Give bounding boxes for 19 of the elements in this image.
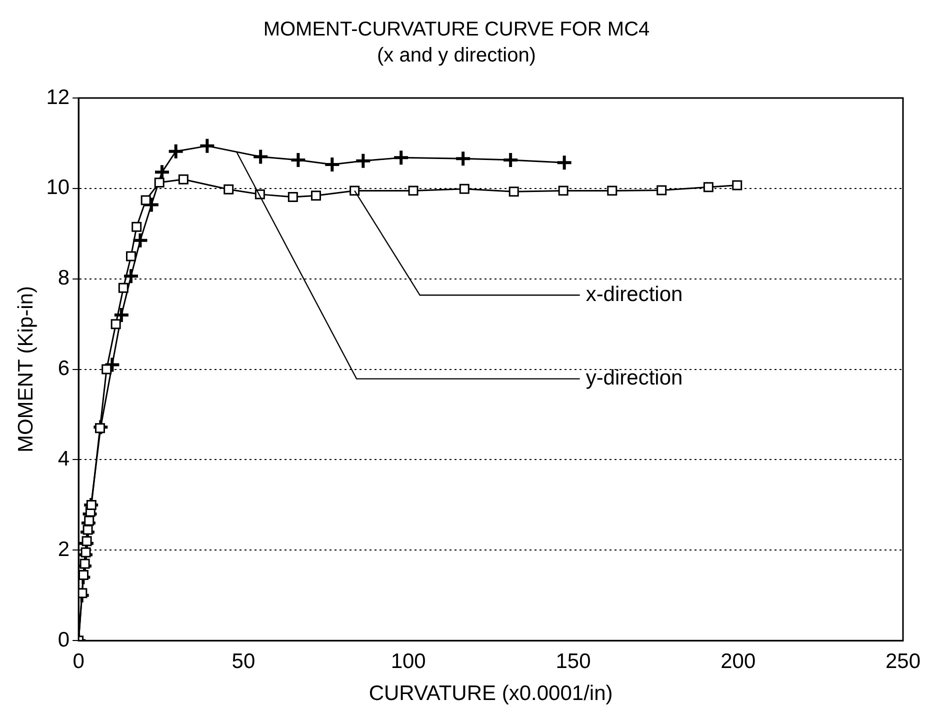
y-tick-label: 12 — [46, 86, 70, 109]
x-axis-title: CURVATURE (x0.0001/in) — [368, 682, 613, 706]
x-tick-label: 50 — [232, 650, 256, 673]
x-tick-label: 200 — [720, 650, 756, 673]
chart-title: MOMENT-CURVATURE CURVE FOR MC4 — [263, 18, 650, 41]
text: x-direction — [586, 282, 683, 306]
y-tick-label: 6 — [58, 357, 70, 380]
chart-subtitle: (x and y direction) — [377, 44, 536, 67]
y-axis-title: MOMENT (Kip-in) — [14, 286, 38, 453]
text: y-direction — [586, 366, 683, 390]
y-tick-label: 0 — [58, 628, 70, 652]
y-tick-label: 2 — [58, 538, 70, 561]
x-tick-label: 0 — [72, 650, 84, 673]
y-tick-label: 10 — [46, 176, 70, 200]
y-tick-label: 8 — [58, 266, 70, 290]
x-tick-label: 100 — [390, 650, 426, 673]
x-tick-label: 250 — [885, 650, 921, 673]
y-tick-label: 4 — [58, 448, 70, 471]
x-tick-label: 150 — [556, 650, 591, 673]
